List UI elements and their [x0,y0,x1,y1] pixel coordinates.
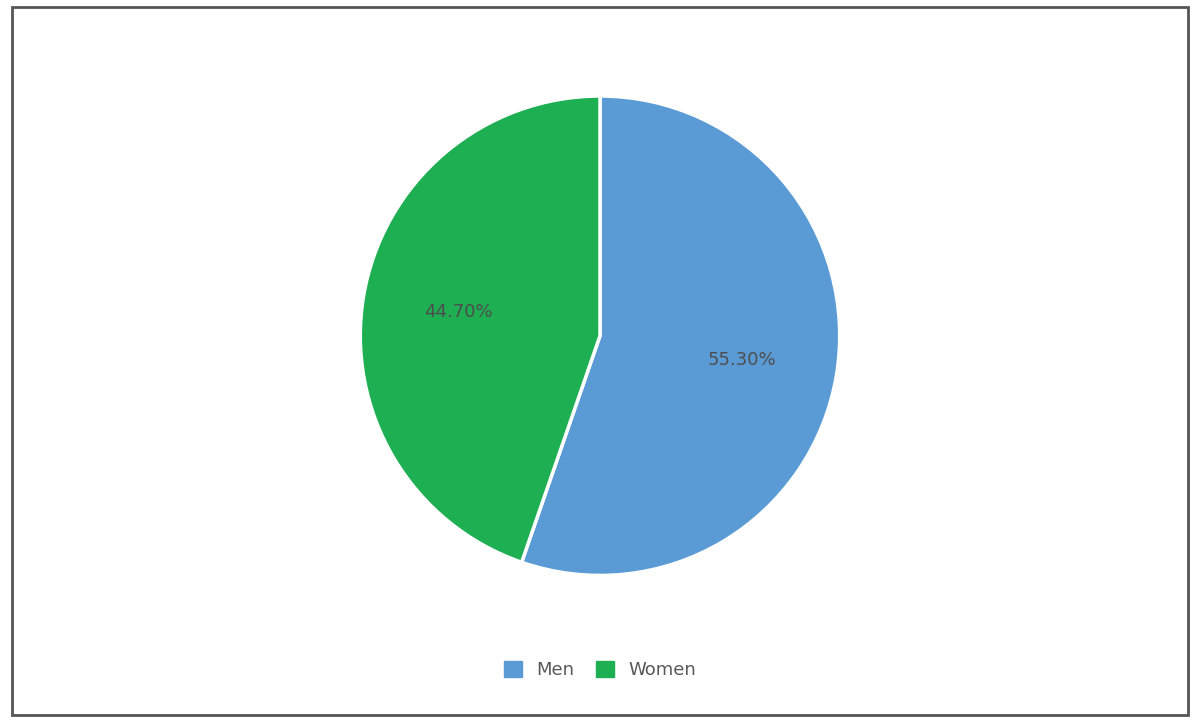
Text: 55.30%: 55.30% [708,351,776,368]
Wedge shape [360,96,600,562]
Text: 44.70%: 44.70% [424,303,492,321]
Legend: Men, Women: Men, Women [497,653,703,686]
Wedge shape [522,96,840,575]
